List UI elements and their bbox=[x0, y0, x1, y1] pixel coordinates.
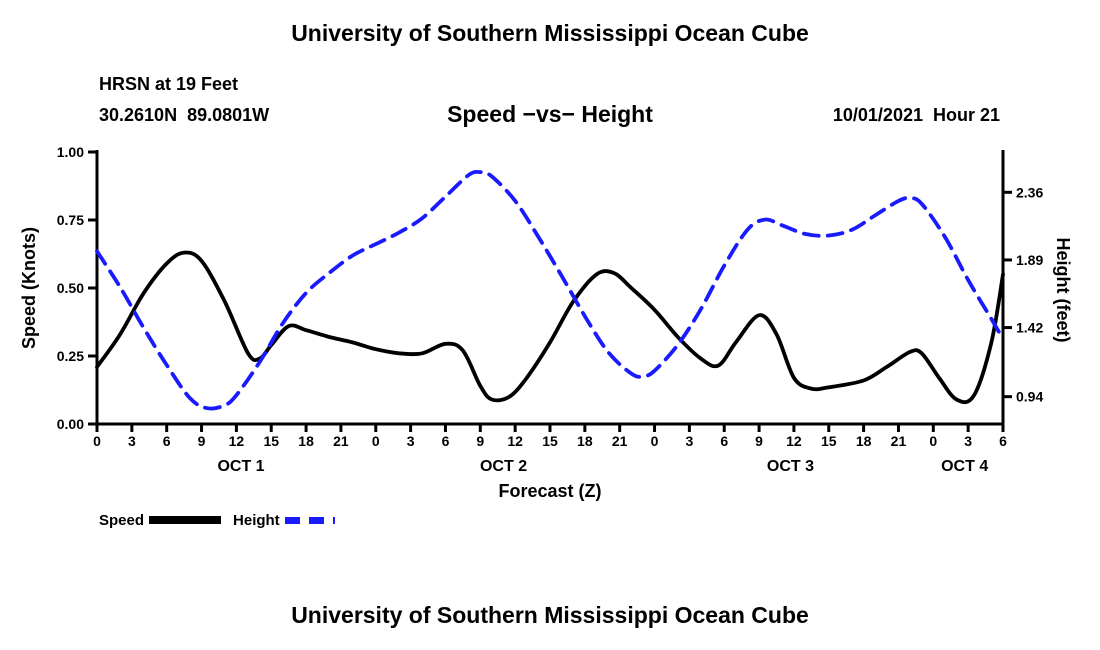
coordinates-label: 30.2610N 89.0801W bbox=[99, 105, 270, 125]
x-tick-label: 0 bbox=[93, 433, 101, 449]
day-label: OCT 1 bbox=[217, 458, 264, 475]
page-title-top: University of Southern Mississippi Ocean… bbox=[291, 20, 809, 46]
right-tick-label: 0.94 bbox=[1016, 389, 1043, 405]
x-tick-label: 0 bbox=[929, 433, 937, 449]
x-tick-label: 6 bbox=[442, 433, 450, 449]
page-title-bottom: University of Southern Mississippi Ocean… bbox=[291, 602, 809, 628]
left-tick-label: 0.00 bbox=[57, 416, 84, 432]
left-tick-label: 0.75 bbox=[57, 212, 84, 228]
right-tick-label: 1.89 bbox=[1016, 252, 1043, 268]
day-label: OCT 4 bbox=[941, 458, 988, 475]
legend-height-label: Height bbox=[233, 511, 280, 529]
datetime-label: 10/01/2021 Hour 21 bbox=[832, 105, 1000, 125]
x-tick-label: 3 bbox=[964, 433, 972, 449]
legend-speed-label: Speed bbox=[99, 511, 145, 529]
x-tick-label: 12 bbox=[229, 433, 245, 449]
speed-curve bbox=[95, 250, 1005, 405]
x-tick-label: 6 bbox=[999, 433, 1007, 449]
left-tick-label: 0.50 bbox=[57, 280, 84, 296]
x-tick-label: 18 bbox=[577, 433, 593, 449]
x-tick-label: 21 bbox=[612, 433, 628, 449]
x-tick-label: 6 bbox=[163, 433, 171, 449]
station-label: HRSN at 19 Feet bbox=[99, 74, 239, 94]
legend: Speed Height bbox=[99, 510, 335, 530]
x-tick-label: 3 bbox=[407, 433, 415, 449]
x-tick-label: 12 bbox=[786, 433, 802, 449]
day-label: OCT 2 bbox=[480, 458, 527, 475]
legend-speed-line-swatch bbox=[149, 516, 222, 524]
x-tick-label: 3 bbox=[128, 433, 136, 449]
x-tick-label: 9 bbox=[476, 433, 484, 449]
x-tick-label: 0 bbox=[651, 433, 659, 449]
legend-height-line-swatch bbox=[284, 516, 335, 524]
x-tick-label: 21 bbox=[891, 433, 907, 449]
x-tick-label: 9 bbox=[755, 433, 763, 449]
height-curve bbox=[95, 169, 1005, 411]
left-tick-label: 0.25 bbox=[57, 348, 84, 364]
x-tick-label: 0 bbox=[372, 433, 380, 449]
right-tick-label: 1.42 bbox=[1016, 320, 1043, 336]
x-tick-label: 3 bbox=[685, 433, 693, 449]
chart-title: Speed −vs− Height bbox=[447, 101, 653, 127]
x-tick-label: 6 bbox=[720, 433, 728, 449]
day-label: OCT 3 bbox=[767, 458, 814, 475]
x-tick-label: 15 bbox=[263, 433, 279, 449]
x-tick-label: 15 bbox=[821, 433, 837, 449]
x-tick-label: 12 bbox=[507, 433, 523, 449]
right-tick-label: 2.36 bbox=[1016, 184, 1043, 200]
x-tick-label: 9 bbox=[198, 433, 206, 449]
left-tick-label: 1.00 bbox=[57, 144, 84, 160]
x-tick-label: 15 bbox=[542, 433, 558, 449]
x-tick-label: 18 bbox=[856, 433, 872, 449]
x-tick-label: 18 bbox=[298, 433, 314, 449]
x-tick-label: 21 bbox=[333, 433, 349, 449]
x-axis-title: Forecast (Z) bbox=[498, 481, 602, 501]
